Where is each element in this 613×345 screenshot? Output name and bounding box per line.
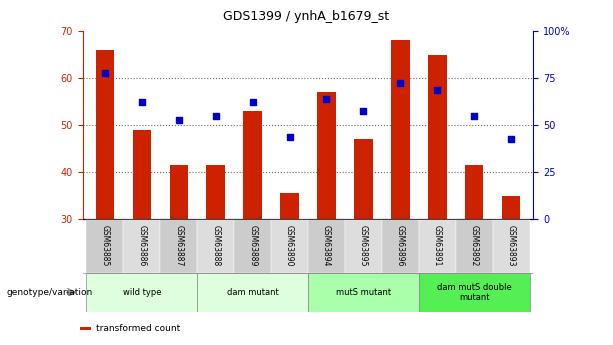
Text: GSM63889: GSM63889	[248, 225, 257, 266]
Bar	[280, 193, 299, 219]
Bar	[170, 165, 188, 219]
Point	[211, 113, 221, 118]
Text: GSM63893: GSM63893	[507, 225, 516, 267]
Bar	[455, 219, 493, 273]
Text: genotype/variation: genotype/variation	[6, 288, 93, 297]
Point	[284, 135, 294, 140]
Bar	[345, 219, 382, 273]
Text: dam mutS double
mutant: dam mutS double mutant	[437, 283, 512, 302]
Bar	[391, 40, 409, 219]
Text: GSM63891: GSM63891	[433, 225, 442, 266]
Point	[100, 71, 110, 76]
Text: dam mutant: dam mutant	[227, 288, 278, 297]
Text: GDS1399 / ynhA_b1679_st: GDS1399 / ynhA_b1679_st	[223, 10, 390, 23]
Bar	[243, 111, 262, 219]
Text: GSM63885: GSM63885	[101, 225, 109, 266]
Text: wild type: wild type	[123, 288, 161, 297]
Point	[359, 108, 368, 114]
Text: mutS mutant: mutS mutant	[336, 288, 391, 297]
Bar	[419, 219, 455, 273]
Bar	[308, 219, 345, 273]
Bar	[382, 219, 419, 273]
Bar	[493, 219, 530, 273]
Point	[506, 136, 516, 142]
Bar	[318, 92, 336, 219]
Text: GSM63888: GSM63888	[211, 225, 220, 266]
Point	[470, 113, 479, 118]
Text: transformed count: transformed count	[96, 324, 180, 333]
Bar	[80, 327, 91, 330]
Bar	[161, 219, 197, 273]
Text: GSM63894: GSM63894	[322, 225, 331, 267]
Point	[248, 99, 257, 104]
Bar	[465, 165, 484, 219]
Bar	[354, 139, 373, 219]
Text: GSM63887: GSM63887	[174, 225, 183, 266]
Bar	[419, 273, 530, 312]
Bar	[502, 196, 520, 219]
Text: GSM63896: GSM63896	[396, 225, 405, 267]
Bar	[207, 165, 225, 219]
Text: GSM63892: GSM63892	[470, 225, 479, 266]
Text: GSM63890: GSM63890	[285, 225, 294, 267]
Bar	[308, 273, 419, 312]
Text: GSM63886: GSM63886	[137, 225, 147, 266]
Bar	[86, 219, 123, 273]
Bar	[96, 50, 114, 219]
Text: GSM63895: GSM63895	[359, 225, 368, 267]
Bar	[234, 219, 271, 273]
Bar	[132, 130, 151, 219]
Point	[174, 118, 184, 123]
Point	[137, 99, 147, 104]
Point	[432, 88, 442, 93]
Bar	[197, 273, 308, 312]
Point	[322, 96, 332, 101]
Bar	[123, 219, 161, 273]
Point	[395, 80, 405, 86]
Bar	[428, 55, 446, 219]
Bar	[271, 219, 308, 273]
Bar	[86, 273, 197, 312]
Bar	[197, 219, 234, 273]
